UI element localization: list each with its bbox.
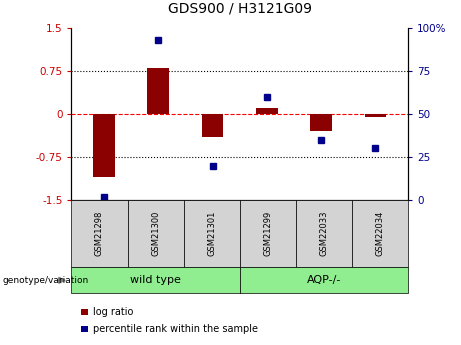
Text: GSM22033: GSM22033 xyxy=(319,211,328,256)
Text: percentile rank within the sample: percentile rank within the sample xyxy=(93,324,258,334)
Text: GSM21298: GSM21298 xyxy=(95,211,104,256)
Text: wild type: wild type xyxy=(130,275,181,285)
Bar xyxy=(202,114,224,137)
Text: GSM22034: GSM22034 xyxy=(375,211,384,256)
Bar xyxy=(310,114,332,131)
Bar xyxy=(365,114,386,117)
Text: GSM21299: GSM21299 xyxy=(263,211,272,256)
Bar xyxy=(256,108,278,114)
Text: GDS900 / H3121G09: GDS900 / H3121G09 xyxy=(168,2,312,16)
Text: GSM21300: GSM21300 xyxy=(151,211,160,256)
Text: AQP-/-: AQP-/- xyxy=(307,275,341,285)
Bar xyxy=(93,114,115,177)
Bar xyxy=(148,68,169,114)
Text: genotype/variation: genotype/variation xyxy=(2,276,89,285)
Text: GSM21301: GSM21301 xyxy=(207,211,216,256)
Text: log ratio: log ratio xyxy=(93,307,133,317)
